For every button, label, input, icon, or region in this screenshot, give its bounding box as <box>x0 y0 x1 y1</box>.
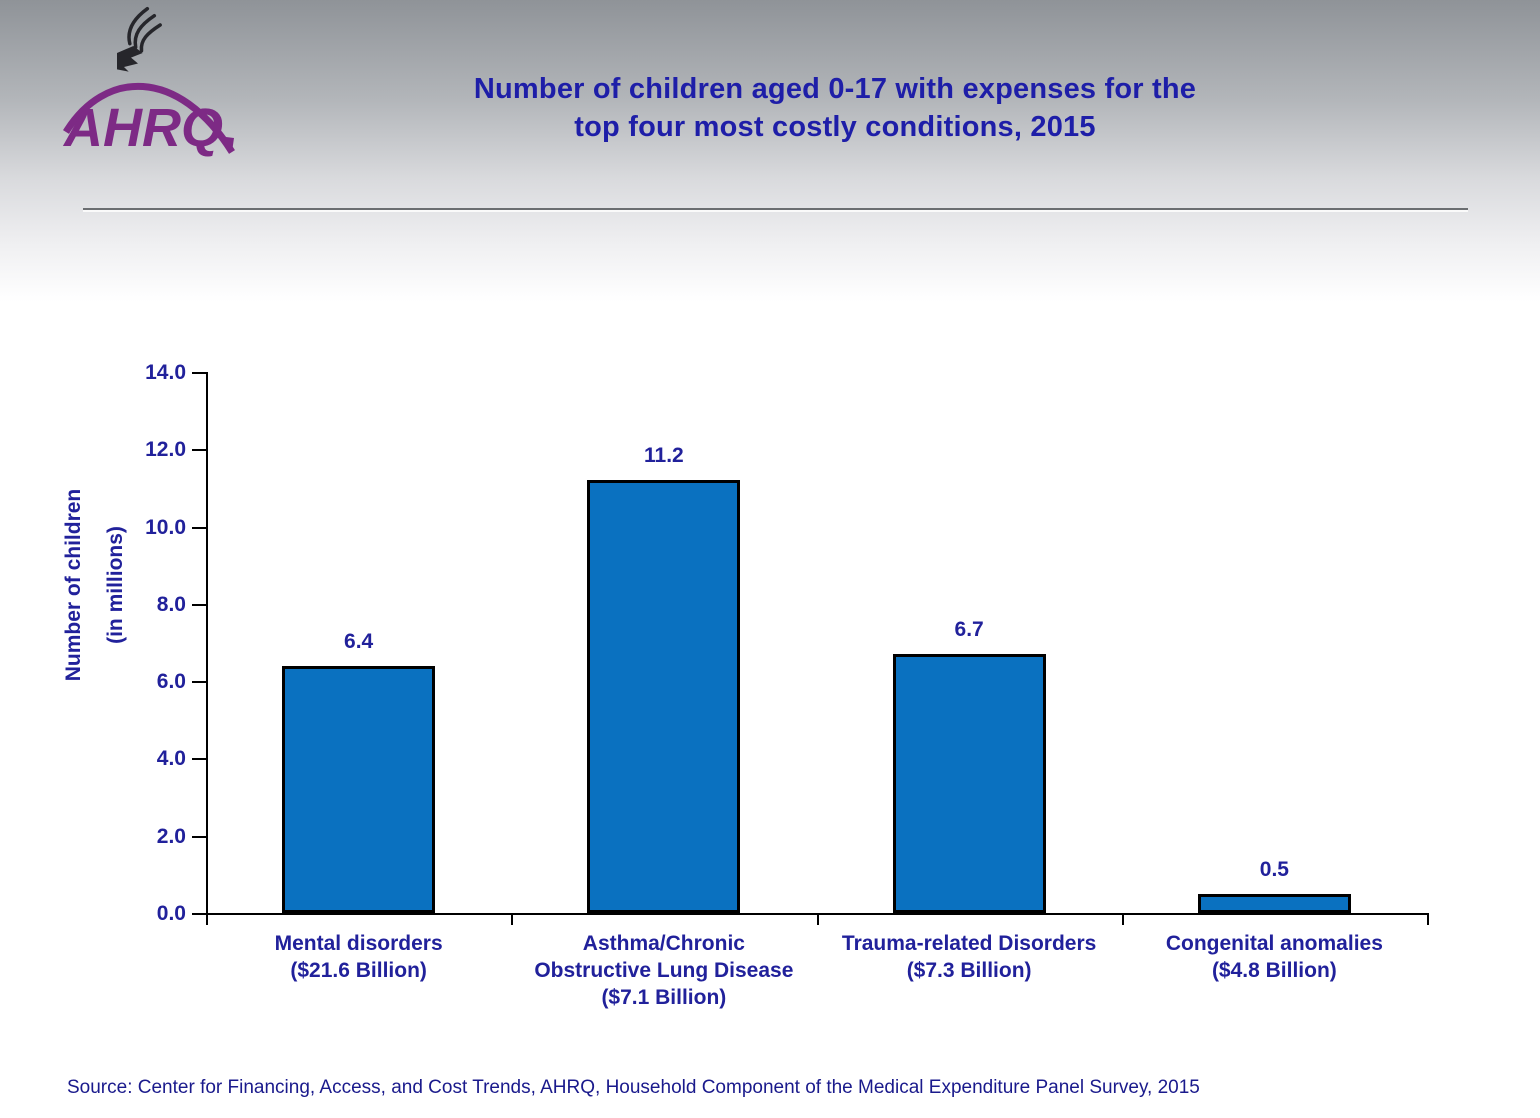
chart-title: Number of children aged 0-17 with expens… <box>380 70 1290 146</box>
category-label-line: ($7.3 Billion) <box>906 959 1032 982</box>
category-label-line: Trauma-related Disorders <box>841 932 1097 955</box>
bar-value-label-mental-disorders: 6.4 <box>344 629 374 653</box>
x-axis-category-congenital-anomalies: Congenital anomalies ($4.8 Billion) <box>1123 930 1425 984</box>
logo-text: AHRQ <box>62 98 223 158</box>
y-axis-tick <box>192 681 206 684</box>
category-label-line: ($7.1 Billion) <box>601 986 727 1009</box>
bar-trauma-related-disorders <box>892 654 1046 913</box>
bar-congenital-anomalies <box>1197 893 1351 913</box>
bar-asthma-chronic <box>587 480 741 913</box>
y-axis-line <box>206 372 208 915</box>
y-axis-tick-label: 2.0 <box>156 824 186 848</box>
y-axis-tick <box>192 603 206 606</box>
x-axis-category-asthma-chronic: Asthma/Chronic Obstructive Lung Disease ($… <box>513 930 815 1011</box>
header-divider <box>83 208 1468 210</box>
category-label-line: ($4.8 Billion) <box>1211 959 1337 982</box>
bar-value-label-congenital-anomalies: 0.5 <box>1259 857 1289 881</box>
y-axis-title-line1: Number of children <box>62 488 85 682</box>
y-axis-tick-label: 10.0 <box>145 515 186 539</box>
y-axis-tick <box>192 913 206 915</box>
x-axis-category-mental-disorders: Mental disorders ($21.6 Billion) <box>208 930 510 984</box>
y-axis-tick-label: 8.0 <box>156 592 186 616</box>
y-axis-tick <box>192 758 206 761</box>
category-label-line: Mental disorders <box>274 932 443 955</box>
logo-arrow-tip <box>218 136 234 152</box>
agency-logo: AHRQ <box>62 4 242 164</box>
logo-swoosh <box>63 83 235 154</box>
y-axis-tick <box>192 526 206 529</box>
ahrq-logo: AHRQ <box>62 83 235 158</box>
category-label-line: Asthma/Chronic <box>582 932 745 955</box>
y-axis-tick-label: 4.0 <box>156 747 186 771</box>
y-axis-tick-label: 12.0 <box>145 438 186 462</box>
category-label-line: Obstructive Lung Disease <box>534 959 794 982</box>
y-axis-tick-label: 6.0 <box>156 670 186 694</box>
bar-value-label-trauma-related-disorders: 6.7 <box>954 618 984 642</box>
x-axis-tick <box>511 915 514 925</box>
x-axis-category-trauma-related-disorders: Trauma-related Disorders ($7.3 Billion) <box>818 930 1120 984</box>
y-axis-tick <box>192 372 206 374</box>
category-label-line: ($21.6 Billion) <box>290 959 427 982</box>
y-axis-tick <box>192 835 206 838</box>
bar-mental-disorders <box>282 665 436 913</box>
category-label-line: Congenital anomalies <box>1165 932 1383 955</box>
y-axis-tick-label: 14.0 <box>145 361 186 384</box>
chart-title-line1: Number of children aged 0-17 with expens… <box>473 73 1197 105</box>
x-axis-tick <box>1427 915 1429 925</box>
y-axis-tick <box>192 449 206 452</box>
source-note: Source: Center for Financing, Access, an… <box>67 1077 1200 1098</box>
x-axis-line <box>206 913 1429 915</box>
x-axis-tick <box>206 915 208 925</box>
hhs-eagle-icon <box>117 6 162 72</box>
x-axis-tick <box>1121 915 1124 925</box>
bar-value-label-asthma-chronic: 11.2 <box>644 444 684 468</box>
y-axis-tick-label: 0.0 <box>156 902 186 925</box>
eagle-body-shape <box>117 46 143 72</box>
chart-title-line2: top four most costly conditions, 2015 <box>574 111 1096 143</box>
x-axis-tick <box>816 915 819 925</box>
